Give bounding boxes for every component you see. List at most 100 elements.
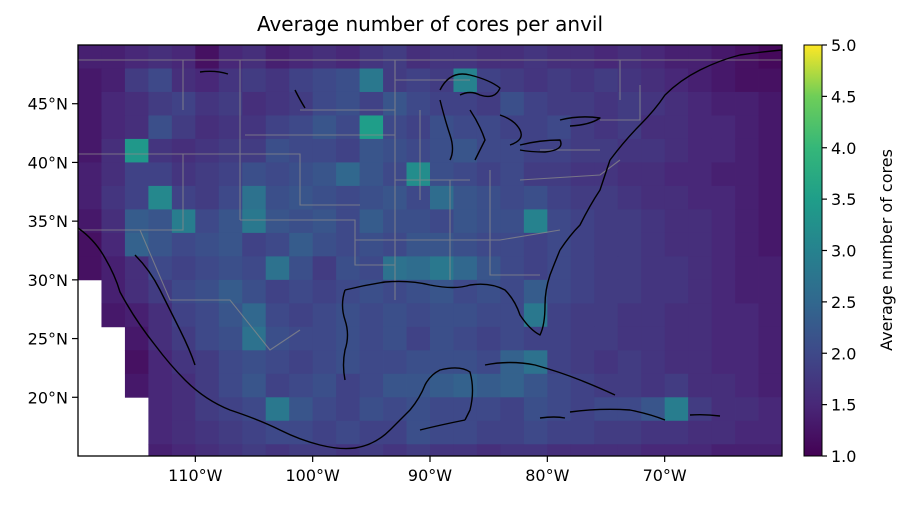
heatmap-cell bbox=[711, 115, 736, 140]
heatmap-cell bbox=[547, 209, 572, 234]
heatmap-cell bbox=[406, 303, 431, 328]
heatmap-cell bbox=[78, 91, 102, 116]
heatmap-cell bbox=[688, 209, 712, 234]
heatmap-cell bbox=[453, 420, 478, 445]
heatmap-cell bbox=[523, 326, 548, 351]
heatmap-cell bbox=[523, 373, 548, 398]
heatmap-cell bbox=[265, 45, 290, 69]
heatmap-cell bbox=[289, 444, 314, 456]
heatmap-cell bbox=[406, 373, 431, 398]
heatmap-cell bbox=[523, 162, 548, 187]
heatmap-cell bbox=[171, 303, 196, 328]
heatmap-cell bbox=[735, 232, 759, 257]
heatmap-cell bbox=[124, 68, 149, 93]
heatmap-cell bbox=[453, 209, 478, 234]
heatmap-cell bbox=[101, 279, 126, 304]
heatmap-cell bbox=[406, 45, 431, 69]
heatmap-cell bbox=[359, 350, 384, 375]
heatmap-cell bbox=[289, 209, 314, 234]
heatmap-cell bbox=[359, 444, 384, 456]
heatmap-cell bbox=[148, 397, 173, 422]
heatmap-cell bbox=[476, 45, 501, 69]
heatmap-cell bbox=[570, 115, 595, 140]
heatmap-cell bbox=[758, 91, 782, 116]
heatmap-cell bbox=[617, 350, 642, 375]
heatmap-cell bbox=[758, 68, 782, 93]
heatmap-cell bbox=[312, 185, 337, 210]
x-tick-label: 70°W bbox=[643, 466, 687, 485]
heatmap-cell bbox=[148, 185, 173, 210]
heatmap-cell bbox=[500, 115, 525, 140]
heatmap-cell bbox=[453, 162, 478, 187]
heatmap-cell bbox=[242, 45, 267, 69]
heatmap-cell bbox=[453, 373, 478, 398]
heatmap-cell bbox=[289, 232, 314, 257]
heatmap-cell bbox=[312, 138, 337, 163]
heatmap-cell bbox=[336, 373, 360, 398]
heatmap-cell bbox=[688, 397, 712, 422]
heatmap-cell bbox=[735, 209, 759, 234]
colorbar-tick-label: 4.5 bbox=[831, 87, 856, 106]
heatmap-cell bbox=[735, 326, 759, 351]
heatmap-cell bbox=[359, 115, 384, 140]
heatmap-cell bbox=[242, 209, 267, 234]
heatmap-cell bbox=[383, 350, 407, 375]
heatmap-cell bbox=[101, 45, 126, 69]
heatmap-cell bbox=[218, 397, 243, 422]
heatmap-cell bbox=[547, 162, 572, 187]
heatmap-cell bbox=[78, 232, 102, 257]
heatmap-cell bbox=[547, 115, 572, 140]
heatmap-cell bbox=[78, 162, 102, 187]
heatmap-cell bbox=[148, 420, 173, 445]
heatmap-cell bbox=[124, 185, 149, 210]
heatmap-cell bbox=[336, 326, 360, 351]
heatmap-cell bbox=[78, 256, 102, 281]
heatmap-cell bbox=[617, 303, 642, 328]
heatmap-cell bbox=[406, 420, 431, 445]
heatmap-cell bbox=[430, 303, 454, 328]
heatmap-cell bbox=[758, 420, 782, 445]
heatmap-cell bbox=[430, 279, 454, 304]
heatmap-cell bbox=[523, 303, 548, 328]
heatmap-cell bbox=[406, 91, 431, 116]
heatmap-cell bbox=[359, 185, 384, 210]
heatmap-cell bbox=[265, 279, 290, 304]
heatmap-cell bbox=[312, 115, 337, 140]
heatmap-cell bbox=[476, 373, 501, 398]
heatmap-cell bbox=[289, 350, 314, 375]
heatmap-cell bbox=[711, 279, 736, 304]
colorbar-tick-label: 3.0 bbox=[831, 242, 856, 261]
heatmap-cell bbox=[242, 256, 267, 281]
colorbar-label: Average number of cores bbox=[877, 149, 896, 351]
heatmap-cell bbox=[383, 326, 407, 351]
heatmap-cell bbox=[336, 420, 360, 445]
heatmap-cell bbox=[594, 115, 619, 140]
heatmap-cell bbox=[570, 185, 595, 210]
heatmap-cell bbox=[101, 138, 126, 163]
heatmap-cell bbox=[195, 350, 220, 375]
heatmap-cell bbox=[711, 420, 736, 445]
heatmap-cell bbox=[148, 326, 173, 351]
heatmap-cell bbox=[383, 397, 407, 422]
heatmap-cell bbox=[617, 68, 642, 93]
heatmap-cell bbox=[242, 279, 267, 304]
heatmap-cell bbox=[242, 162, 267, 187]
heatmap-cell bbox=[124, 115, 149, 140]
heatmap-cell bbox=[289, 138, 314, 163]
heatmap-cell bbox=[242, 444, 267, 456]
heatmap-cell bbox=[453, 232, 478, 257]
heatmap-cell bbox=[547, 444, 572, 456]
heatmap-cell bbox=[430, 115, 454, 140]
heatmap-cell bbox=[148, 45, 173, 69]
heatmap-cell bbox=[570, 209, 595, 234]
heatmap-cell bbox=[711, 397, 736, 422]
heatmap-cell bbox=[242, 420, 267, 445]
heatmap-cell bbox=[218, 256, 243, 281]
heatmap-cell bbox=[218, 209, 243, 234]
heatmap-cell bbox=[124, 162, 149, 187]
heatmap-cell bbox=[218, 115, 243, 140]
heatmap-cell bbox=[148, 303, 173, 328]
colorbar-gradient bbox=[803, 44, 823, 457]
heatmap-cell bbox=[688, 279, 712, 304]
heatmap-cell bbox=[664, 68, 689, 93]
